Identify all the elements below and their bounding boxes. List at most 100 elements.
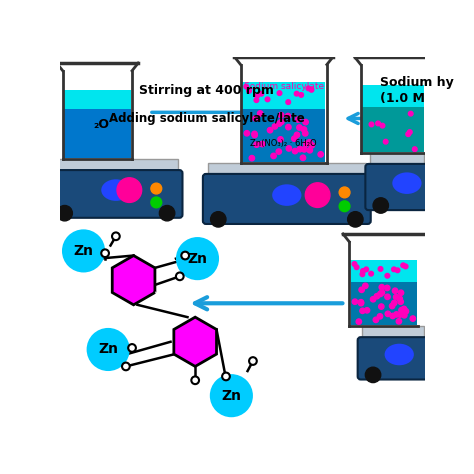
Circle shape [398, 299, 403, 304]
FancyBboxPatch shape [365, 164, 428, 210]
Polygon shape [63, 71, 132, 159]
Circle shape [244, 130, 250, 136]
Circle shape [385, 294, 390, 300]
Circle shape [101, 249, 109, 257]
Circle shape [412, 147, 417, 152]
Polygon shape [64, 90, 130, 109]
Circle shape [378, 292, 383, 297]
Circle shape [369, 122, 374, 127]
Circle shape [409, 111, 413, 116]
Circle shape [379, 304, 384, 310]
Circle shape [249, 155, 255, 161]
Circle shape [379, 284, 384, 290]
Text: Sodium salicylate: Sodium salicylate [244, 82, 324, 91]
Text: Zn(NO₃)₂ · 6H₂O: Zn(NO₃)₂ · 6H₂O [250, 138, 317, 147]
Text: Zn: Zn [221, 389, 241, 403]
Circle shape [376, 121, 381, 126]
Circle shape [176, 237, 219, 280]
Circle shape [265, 97, 270, 102]
Circle shape [384, 285, 390, 291]
Circle shape [276, 149, 282, 154]
Circle shape [397, 312, 402, 317]
FancyBboxPatch shape [208, 163, 366, 177]
FancyBboxPatch shape [358, 337, 428, 380]
Circle shape [374, 293, 380, 299]
Circle shape [286, 125, 291, 130]
Circle shape [151, 197, 162, 208]
Circle shape [408, 130, 412, 135]
Circle shape [363, 283, 368, 289]
Circle shape [360, 272, 365, 276]
Circle shape [365, 367, 381, 383]
Circle shape [255, 93, 259, 98]
Circle shape [292, 148, 298, 154]
Circle shape [373, 198, 389, 213]
Circle shape [352, 262, 357, 266]
Circle shape [365, 308, 370, 313]
Circle shape [378, 266, 383, 271]
Polygon shape [242, 109, 325, 162]
Circle shape [260, 141, 265, 147]
Circle shape [87, 328, 130, 371]
Circle shape [355, 265, 359, 270]
Text: Zn: Zn [98, 343, 118, 356]
Circle shape [401, 306, 407, 311]
Circle shape [377, 314, 383, 319]
Polygon shape [351, 282, 417, 325]
Circle shape [249, 357, 257, 365]
Circle shape [277, 121, 282, 126]
Circle shape [390, 303, 395, 309]
FancyBboxPatch shape [362, 327, 424, 340]
Circle shape [403, 264, 408, 269]
Polygon shape [361, 64, 425, 153]
FancyBboxPatch shape [54, 159, 178, 173]
Circle shape [401, 313, 407, 318]
Text: (1.0 M: (1.0 M [380, 91, 425, 105]
Circle shape [306, 86, 311, 91]
Circle shape [301, 127, 307, 132]
Circle shape [176, 273, 183, 280]
Circle shape [302, 131, 308, 136]
Ellipse shape [392, 173, 421, 194]
Circle shape [244, 84, 248, 89]
Text: Sodium hy: Sodium hy [380, 76, 454, 89]
Circle shape [279, 119, 284, 125]
Circle shape [380, 123, 385, 128]
Circle shape [358, 300, 364, 305]
Circle shape [292, 136, 297, 141]
Circle shape [117, 178, 142, 202]
Circle shape [297, 125, 302, 130]
Circle shape [128, 344, 136, 352]
Circle shape [57, 206, 73, 221]
Polygon shape [112, 255, 155, 305]
Circle shape [358, 301, 364, 306]
Circle shape [305, 183, 330, 208]
Polygon shape [351, 260, 417, 282]
FancyBboxPatch shape [49, 170, 182, 218]
Circle shape [254, 98, 259, 102]
Circle shape [278, 137, 283, 142]
Circle shape [370, 297, 376, 302]
Circle shape [390, 313, 395, 319]
Circle shape [379, 290, 385, 295]
Circle shape [277, 91, 282, 95]
Circle shape [257, 111, 263, 116]
Ellipse shape [101, 179, 130, 201]
Circle shape [122, 363, 130, 370]
Circle shape [159, 206, 175, 221]
Circle shape [285, 113, 291, 118]
FancyBboxPatch shape [203, 174, 371, 224]
Circle shape [303, 119, 308, 125]
Circle shape [278, 112, 284, 118]
Ellipse shape [384, 344, 414, 365]
Circle shape [392, 301, 397, 306]
Circle shape [307, 139, 312, 145]
Circle shape [410, 316, 416, 321]
FancyBboxPatch shape [370, 153, 424, 167]
Circle shape [360, 308, 365, 313]
Circle shape [294, 91, 299, 96]
Circle shape [297, 146, 302, 152]
Text: ₂O: ₂O [93, 118, 109, 131]
Polygon shape [241, 64, 327, 163]
Polygon shape [174, 317, 217, 366]
